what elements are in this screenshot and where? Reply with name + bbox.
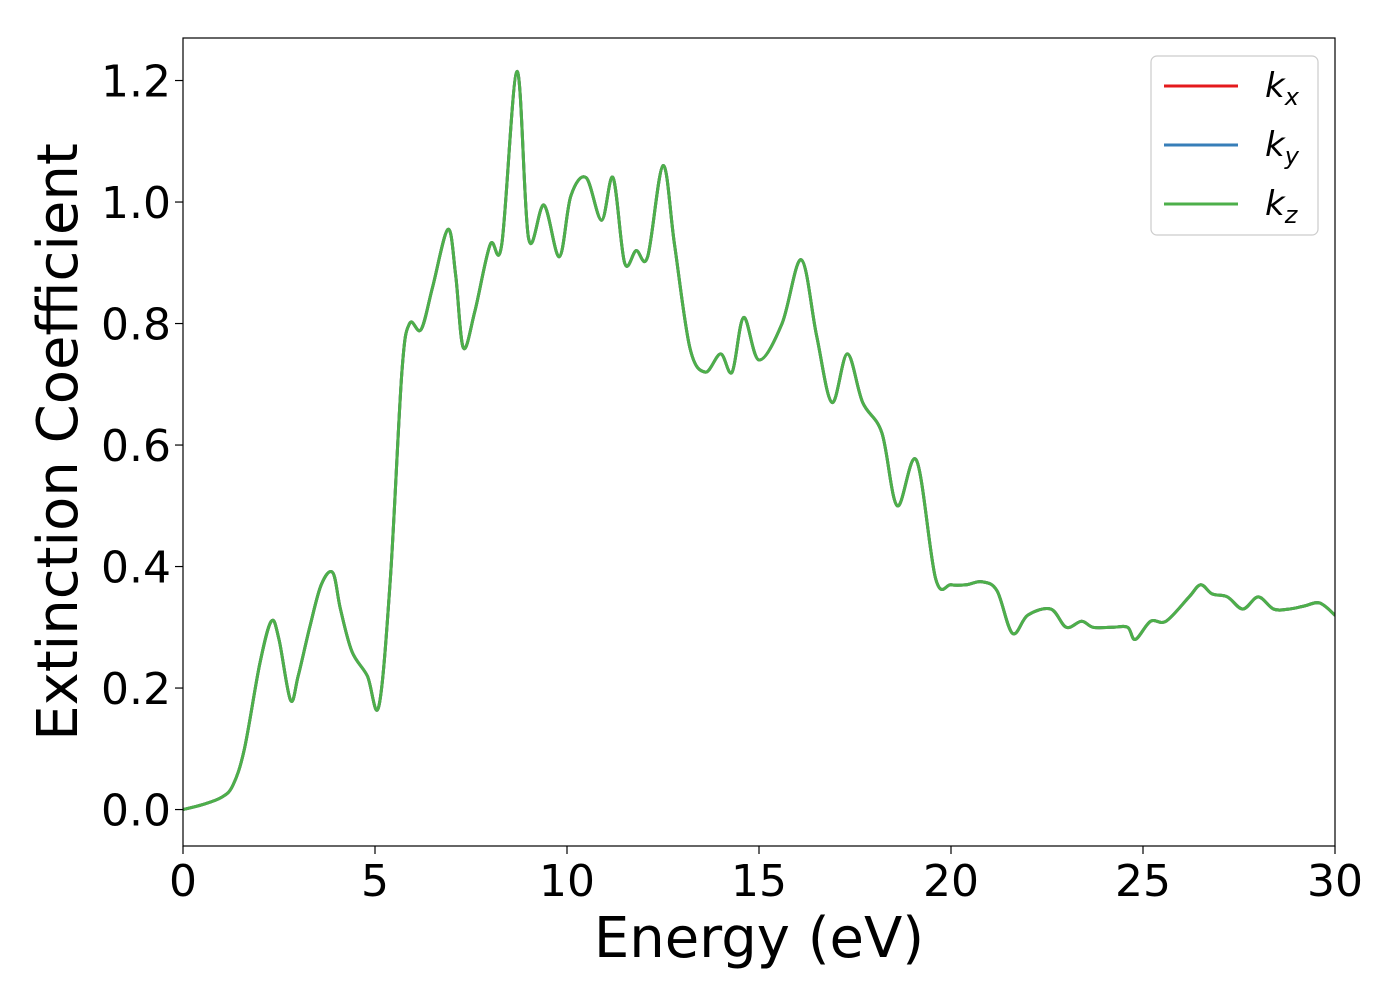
x-tick-label: 10 [539, 856, 595, 907]
y-axis-ticks: 0.0 0.2 0.4 0.6 0.8 1.0 1.2 [101, 57, 183, 837]
y-tick-label: 1.0 [101, 178, 171, 229]
x-axis-title: Energy (eV) [594, 906, 924, 971]
series-line-k_z [183, 69, 1335, 812]
x-axis-ticks: 0 5 10 15 20 25 30 [169, 846, 1363, 907]
y-tick-label: 0.2 [101, 664, 171, 715]
legend-label-k_z: kz [1265, 184, 1299, 229]
y-tick-label: 1.2 [101, 57, 171, 108]
x-tick-label: 5 [361, 856, 389, 907]
legend: kx ky kz [1150, 55, 1319, 236]
y-tick-label: 0.0 [101, 786, 171, 837]
x-tick-label: 30 [1307, 856, 1363, 907]
x-tick-label: 20 [923, 856, 979, 907]
legend-label-k_x: kx [1265, 66, 1300, 111]
legend-label-k_y: ky [1265, 125, 1300, 170]
x-tick-label: 0 [169, 856, 197, 907]
y-tick-label: 0.8 [101, 300, 171, 351]
y-tick-label: 0.4 [101, 543, 171, 594]
series-layer [183, 69, 1335, 812]
y-tick-label: 0.6 [101, 421, 171, 472]
y-axis-title: Extinction Coefficient [26, 143, 91, 741]
x-tick-label: 25 [1115, 856, 1171, 907]
x-tick-label: 15 [731, 856, 787, 907]
